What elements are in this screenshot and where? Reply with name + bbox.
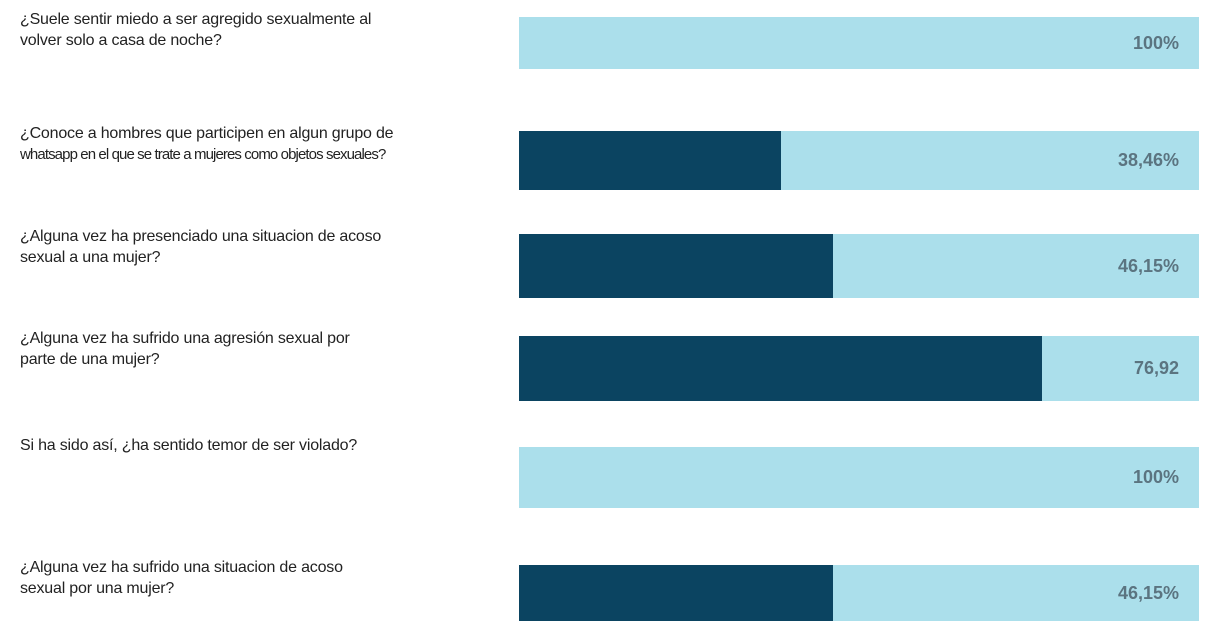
value-label: 38,46% — [1117, 150, 1179, 170]
question-line: ¿Alguna vez ha sufrido una agresión sexu… — [20, 330, 350, 347]
question-line: sexual a una mujer? — [20, 249, 161, 266]
question-line: sexual por una mujer? — [20, 580, 175, 597]
value-label: 46,15% — [1117, 255, 1179, 276]
question-label: Si ha sido así, ¿ha sentido temor de ser… — [20, 435, 510, 500]
question-label: ¿Alguna vez ha sufrido una agresión sexu… — [20, 328, 510, 397]
question-line: parte de una mujer? — [20, 351, 160, 368]
value-label: 100% — [1132, 467, 1179, 487]
question-label: ¿Suele sentir miedo a ser agregido sexua… — [20, 9, 510, 65]
question-label: ¿Alguna vez ha sufrido una situacion de … — [20, 557, 510, 617]
question-line: whatsapp en el que se trate a mujeres co… — [20, 146, 386, 163]
value-label: 46,15% — [1117, 582, 1179, 603]
question-label: ¿Alguna vez ha presenciado una situacion… — [20, 226, 510, 294]
question-line: ¿Alguna vez ha presenciado una situacion… — [20, 228, 382, 245]
question-line: ¿Alguna vez ha sufrido una situacion de … — [20, 559, 343, 576]
question-line: ¿Suele sentir miedo a ser agregido sexua… — [20, 11, 372, 28]
question-line: ¿Conoce a hombres que participen en algu… — [20, 125, 394, 142]
bar — [519, 17, 1199, 69]
bar — [519, 447, 1199, 508]
bar — [519, 234, 833, 298]
question-line: volver solo a casa de noche? — [20, 32, 222, 49]
bar — [519, 336, 1043, 401]
question-line: Si ha sido así, ¿ha sentido temor de ser… — [20, 437, 358, 454]
value-label: 100% — [1132, 32, 1179, 53]
question-label: ¿Conoce a hombres que participen en algu… — [20, 123, 510, 186]
bar — [519, 565, 833, 621]
bar — [519, 131, 781, 190]
value-label: 76,92 — [1133, 358, 1179, 378]
